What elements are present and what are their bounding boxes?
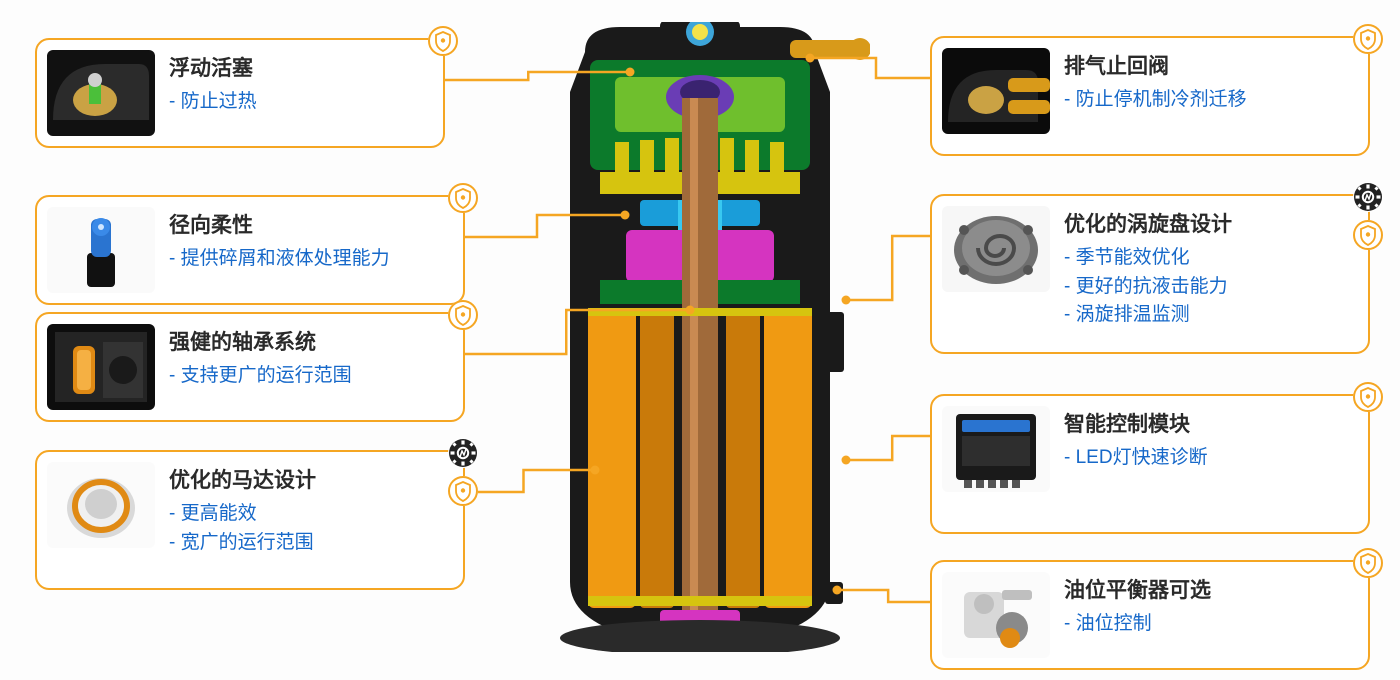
callout-motor-design: 优化的马达设计 更高能效宽广的运行范围 [35,450,465,590]
callout-thumb [47,462,155,548]
callout-title: 智能控制模块 [1064,408,1208,438]
callout-title: 浮动活塞 [169,52,257,82]
callout-bullet: 涡旋排温监测 [1064,301,1232,330]
callout-thumb [47,50,155,136]
callout-bullets: 更高能效宽广的运行范围 [169,500,316,557]
callout-floating-piston: 浮动活塞 防止过热 [35,38,445,148]
callout-bullet: LED灯快速诊断 [1064,444,1208,473]
shield-icon [428,26,458,56]
callout-bearing-system: 强健的轴承系统 支持更广的运行范围 [35,312,465,422]
callout-check-valve: 排气止回阀 防止停机制冷剂迁移 [930,36,1370,156]
diagram-canvas: 浮动活塞 防止过热 径向柔性 提供碎屑和液体处理能力 强健的轴承系统 支持更广的… [0,0,1400,680]
shield-icon [448,476,478,506]
callout-bullet: 宽广的运行范围 [169,529,316,558]
callout-bullets: 支持更广的运行范围 [169,362,352,391]
callout-bullet: 提供碎屑和液体处理能力 [169,245,390,274]
callout-bullet: 季节能效优化 [1064,244,1232,273]
callout-bullet: 更好的抗液击能力 [1064,273,1232,302]
callout-bullet: 油位控制 [1064,610,1211,639]
callout-bullets: 提供碎屑和液体处理能力 [169,245,390,274]
callout-bullets: LED灯快速诊断 [1064,444,1208,473]
callout-thumb [47,324,155,410]
chart-gear-icon [1353,182,1383,212]
callout-title: 强健的轴承系统 [169,326,352,356]
callout-title: 油位平衡器可选 [1064,574,1211,604]
shield-icon [1353,220,1383,250]
callout-bullets: 防止过热 [169,88,257,117]
shield-icon [448,300,478,330]
callout-title: 排气止回阀 [1064,50,1247,80]
shield-icon [448,183,478,213]
callout-control-module: 智能控制模块 LED灯快速诊断 [930,394,1370,534]
callout-radial-compliance: 径向柔性 提供碎屑和液体处理能力 [35,195,465,305]
callout-bullet: 更高能效 [169,500,316,529]
callout-thumb [942,572,1050,658]
callout-bullets: 防止停机制冷剂迁移 [1064,86,1247,115]
callout-title: 优化的马达设计 [169,464,316,494]
callout-title: 径向柔性 [169,209,390,239]
callout-bullets: 油位控制 [1064,610,1211,639]
callout-scroll-design: 优化的涡旋盘设计 季节能效优化更好的抗液击能力涡旋排温监测 [930,194,1370,354]
chart-gear-icon [448,438,478,468]
callout-thumb [942,406,1050,492]
callout-oil-balancer: 油位平衡器可选 油位控制 [930,560,1370,670]
callout-thumb [942,48,1050,134]
callout-bullet: 防止过热 [169,88,257,117]
callout-thumb [47,207,155,293]
compressor-cutaway [530,22,870,652]
shield-icon [1353,24,1383,54]
shield-icon [1353,548,1383,578]
callout-bullet: 支持更广的运行范围 [169,362,352,391]
callout-thumb [942,206,1050,292]
callout-title: 优化的涡旋盘设计 [1064,208,1232,238]
callout-bullets: 季节能效优化更好的抗液击能力涡旋排温监测 [1064,244,1232,330]
callout-bullet: 防止停机制冷剂迁移 [1064,86,1247,115]
shield-icon [1353,382,1383,412]
